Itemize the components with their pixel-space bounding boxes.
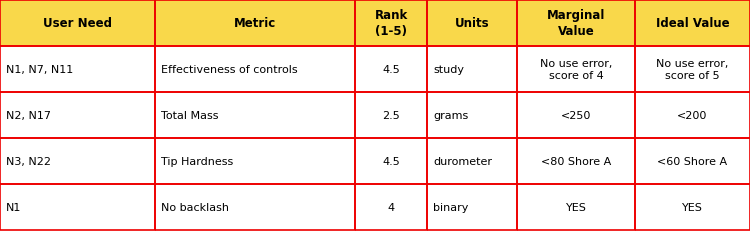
Text: durometer: durometer <box>433 156 492 166</box>
Bar <box>0 1 155 47</box>
Bar <box>0 184 155 230</box>
Bar <box>635 184 750 230</box>
Bar <box>355 138 427 184</box>
Bar <box>635 138 750 184</box>
Text: N1, N7, N11: N1, N7, N11 <box>6 65 74 75</box>
Text: 4: 4 <box>388 202 394 212</box>
Text: 4.5: 4.5 <box>382 156 400 166</box>
Text: Tip Hardness: Tip Hardness <box>161 156 233 166</box>
Bar <box>355 47 427 93</box>
Text: Ideal Value: Ideal Value <box>656 17 729 30</box>
Text: Units: Units <box>454 17 489 30</box>
Text: No use error,
score of 5: No use error, score of 5 <box>656 58 729 81</box>
Text: Metric: Metric <box>234 17 276 30</box>
Bar <box>355 184 427 230</box>
Text: Rank
(1-5): Rank (1-5) <box>374 9 408 38</box>
Bar <box>155 138 355 184</box>
Text: N2, N17: N2, N17 <box>6 110 51 121</box>
Bar <box>155 1 355 47</box>
Text: N3, N22: N3, N22 <box>6 156 51 166</box>
Bar <box>635 93 750 138</box>
Text: <80 Shore A: <80 Shore A <box>541 156 611 166</box>
Bar <box>0 47 155 93</box>
Bar <box>517 138 635 184</box>
Text: study: study <box>433 65 464 75</box>
Bar <box>517 93 635 138</box>
Text: User Need: User Need <box>43 17 112 30</box>
Text: YES: YES <box>682 202 703 212</box>
Text: Total Mass: Total Mass <box>161 110 218 121</box>
Text: No use error,
score of 4: No use error, score of 4 <box>540 58 612 81</box>
Text: <60 Shore A: <60 Shore A <box>658 156 728 166</box>
Bar <box>427 1 517 47</box>
Text: 2.5: 2.5 <box>382 110 400 121</box>
Bar <box>155 47 355 93</box>
Text: <250: <250 <box>561 110 591 121</box>
Bar <box>427 47 517 93</box>
Bar <box>517 1 635 47</box>
Bar <box>155 184 355 230</box>
Text: N1: N1 <box>6 202 21 212</box>
Text: binary: binary <box>433 202 468 212</box>
Text: <200: <200 <box>677 110 708 121</box>
Bar <box>427 138 517 184</box>
Text: grams: grams <box>433 110 468 121</box>
Bar <box>517 184 635 230</box>
Text: No backlash: No backlash <box>161 202 229 212</box>
Bar <box>0 138 155 184</box>
Bar <box>427 184 517 230</box>
Text: Effectiveness of controls: Effectiveness of controls <box>161 65 298 75</box>
Text: Marginal
Value: Marginal Value <box>547 9 605 38</box>
Bar <box>635 1 750 47</box>
Text: 4.5: 4.5 <box>382 65 400 75</box>
Bar <box>517 47 635 93</box>
Bar <box>0 93 155 138</box>
Bar <box>355 93 427 138</box>
Bar <box>427 93 517 138</box>
Text: YES: YES <box>566 202 586 212</box>
Bar <box>155 93 355 138</box>
Bar <box>635 47 750 93</box>
Bar <box>355 1 427 47</box>
